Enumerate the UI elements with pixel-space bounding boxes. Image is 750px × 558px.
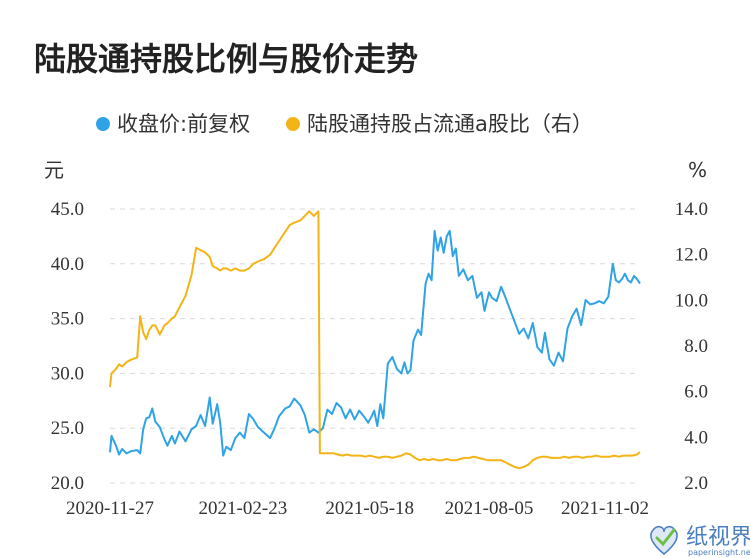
right-tick-label: 6.0 [684,382,708,403]
legend-marker-price [96,117,110,131]
left-tick-label: 25.0 [51,418,84,439]
right-axis-unit: % [688,158,707,182]
watermark-text: 纸视界 [686,525,750,550]
left-axis-unit: 元 [44,158,64,182]
x-tick-label: 2021-02-23 [199,498,288,519]
right-tick-label: 10.0 [675,290,708,311]
right-tick-label: 4.0 [684,427,708,448]
left-tick-label: 45.0 [51,199,84,220]
watermark: 纸视界 paperinsight.net [650,525,750,557]
legend-marker-holding [286,117,300,131]
left-axis-ticks: 20.0 25.0 30.0 35.0 40.0 45.0 [51,199,84,494]
x-tick-label: 2021-05-18 [325,498,414,519]
left-tick-label: 35.0 [51,309,84,330]
legend-label-price: 收盘价:前复权 [117,112,250,136]
right-tick-label: 8.0 [684,336,708,357]
watermark-subtext: paperinsight.net [688,548,750,557]
legend: 收盘价:前复权 陆股通持股占流通a股比（右） [96,112,593,136]
left-tick-label: 20.0 [51,473,84,494]
legend-label-holding: 陆股通持股占流通a股比（右） [307,112,593,136]
right-tick-label: 2.0 [684,473,708,494]
right-tick-label: 14.0 [675,199,708,220]
series-line-price [109,229,641,457]
x-tick-label: 2020-11-27 [66,498,154,519]
left-tick-label: 30.0 [51,363,84,384]
heart-check-logo-icon [650,525,678,555]
right-axis-ticks: 2.0 4.0 6.0 8.0 10.0 12.0 14.0 [675,199,708,494]
series-line-holding [109,210,641,470]
gridlines [110,208,640,484]
right-tick-label: 12.0 [675,245,708,266]
x-tick-label: 2021-11-02 [561,498,649,519]
chart-title: 陆股通持股比例与股价走势 [34,40,418,78]
x-tick-label: 2021-08-05 [445,498,534,519]
x-axis-ticks: 2020-11-27 2021-02-23 2021-05-18 2021-08-05… [66,498,649,519]
left-tick-label: 40.0 [51,254,84,275]
